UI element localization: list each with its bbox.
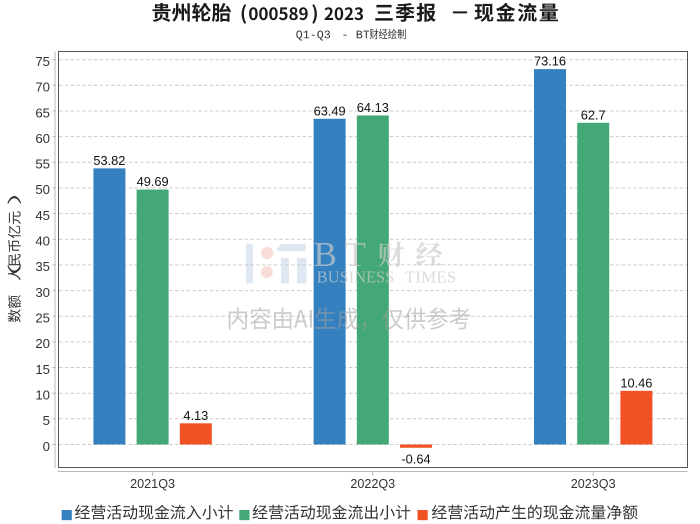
svg-text:T: T bbox=[345, 235, 366, 274]
svg-text:2022Q3: 2022Q3 bbox=[350, 477, 395, 491]
svg-text:50: 50 bbox=[35, 182, 50, 197]
svg-text:55: 55 bbox=[35, 157, 50, 172]
svg-text:60: 60 bbox=[35, 131, 50, 146]
svg-text:0: 0 bbox=[43, 439, 50, 454]
svg-text:73.16: 73.16 bbox=[534, 54, 566, 69]
svg-text:4.13: 4.13 bbox=[183, 408, 208, 423]
svg-text:TIMES: TIMES bbox=[405, 268, 457, 287]
svg-text:30: 30 bbox=[35, 285, 50, 300]
svg-text:10: 10 bbox=[35, 388, 50, 403]
svg-text:2021Q3: 2021Q3 bbox=[130, 477, 175, 491]
svg-text:65: 65 bbox=[35, 105, 50, 120]
svg-text:2023Q3: 2023Q3 bbox=[571, 477, 616, 491]
svg-text:35: 35 bbox=[35, 259, 50, 274]
svg-text:62.7: 62.7 bbox=[581, 107, 606, 122]
svg-text:75: 75 bbox=[35, 54, 50, 69]
svg-text:63.49: 63.49 bbox=[314, 103, 346, 118]
svg-text:B: B bbox=[314, 235, 337, 274]
svg-text:20: 20 bbox=[35, 336, 50, 351]
svg-text:40: 40 bbox=[35, 234, 50, 249]
svg-text:45: 45 bbox=[35, 208, 50, 223]
svg-text:10.46: 10.46 bbox=[620, 375, 652, 390]
svg-text:53.82: 53.82 bbox=[93, 153, 125, 168]
svg-text:70: 70 bbox=[35, 80, 50, 95]
svg-text:-0.64: -0.64 bbox=[401, 451, 430, 466]
svg-text:15: 15 bbox=[35, 362, 50, 377]
svg-text:64.13: 64.13 bbox=[357, 100, 389, 115]
svg-text:25: 25 bbox=[35, 311, 50, 326]
svg-text:BUSINESS: BUSINESS bbox=[317, 268, 394, 287]
svg-text:5: 5 bbox=[43, 413, 50, 428]
svg-text:49.69: 49.69 bbox=[137, 174, 169, 189]
